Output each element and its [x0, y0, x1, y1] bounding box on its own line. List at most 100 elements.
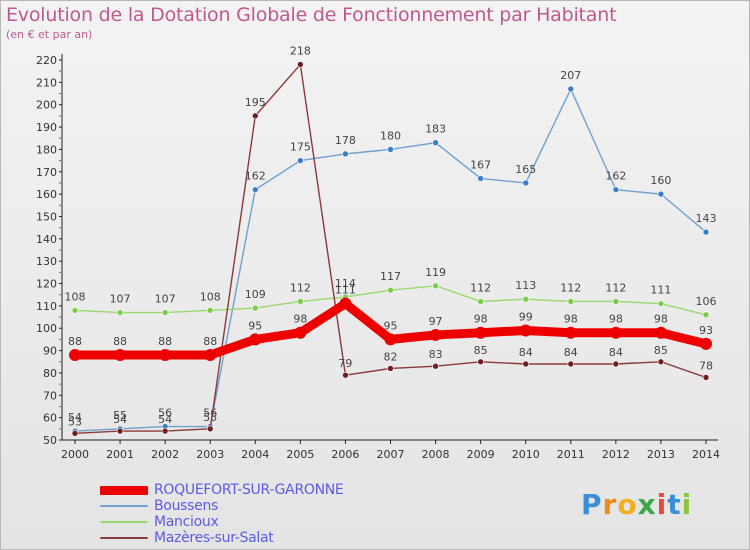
legend-label-mancioux: Mancioux [154, 514, 219, 530]
y-tick-label: 130 [36, 255, 57, 268]
legend-label-boussens: Boussens [154, 498, 219, 514]
y-tick-label: 90 [43, 345, 57, 358]
y-tick-label: 100 [36, 322, 57, 335]
data-label: 84 [609, 346, 623, 359]
logo-letter: P [581, 488, 603, 521]
data-point [657, 300, 665, 307]
data-label: 79 [338, 357, 352, 370]
data-label: 95 [384, 319, 398, 332]
data-label: 55 [203, 411, 217, 424]
x-tick-label: 2000 [61, 448, 89, 461]
legend-swatch-mancioux [100, 521, 148, 523]
legend-item-mazeres: Mazères-sur-Salat [100, 530, 343, 546]
data-label: 162 [605, 170, 626, 183]
data-label: 53 [68, 415, 82, 428]
data-point [69, 349, 81, 362]
data-label: 54 [68, 411, 82, 424]
data-label: 82 [384, 350, 398, 363]
data-point [564, 326, 577, 339]
data-label: 109 [245, 288, 266, 301]
y-tick-label: 50 [43, 434, 57, 447]
data-label: 88 [113, 335, 127, 348]
x-tick-label: 2007 [377, 448, 405, 461]
data-point [339, 297, 352, 310]
x-tick-label: 2003 [196, 448, 224, 461]
data-label: 84 [519, 346, 533, 359]
data-label: 98 [474, 313, 488, 326]
data-point [612, 186, 620, 193]
data-label: 88 [68, 335, 82, 348]
data-point [522, 179, 530, 187]
x-tick-label: 2002 [151, 448, 179, 461]
series-line [74, 63, 707, 434]
data-point [342, 150, 349, 158]
data-label: 112 [290, 281, 311, 294]
x-tick-label: 2013 [647, 448, 675, 461]
data-point [612, 298, 620, 305]
data-label: 98 [293, 313, 307, 326]
data-point [249, 333, 262, 346]
data-point [116, 309, 124, 316]
legend-swatch-mazeres [100, 537, 148, 539]
data-label: 55 [113, 409, 127, 422]
logo-letter: i [681, 488, 693, 521]
data-label: 180 [380, 129, 401, 142]
legend: ROQUEFORT-SUR-GARONNE Boussens Mancioux … [100, 482, 344, 546]
data-point [429, 328, 442, 341]
data-point [71, 429, 79, 437]
y-tick-label: 150 [36, 210, 57, 223]
data-point [700, 337, 712, 350]
data-label: 113 [515, 279, 536, 292]
data-label: 218 [290, 44, 311, 57]
data-label: 107 [110, 293, 131, 306]
data-point [477, 175, 484, 182]
data-label: 54 [158, 413, 172, 426]
data-label: 178 [335, 134, 356, 147]
data-point [206, 425, 214, 433]
data-point [702, 228, 710, 236]
data-label: 165 [515, 163, 536, 176]
logo-letter: o [617, 488, 638, 521]
data-label: 108 [200, 290, 221, 303]
data-point [251, 186, 259, 193]
data-label: 143 [696, 212, 717, 225]
chart-subtitle: (en € et par an) [6, 28, 93, 41]
data-label: 112 [605, 281, 626, 294]
data-label: 78 [699, 359, 713, 372]
data-label: 56 [158, 407, 172, 420]
data-point [71, 307, 79, 314]
data-point [477, 358, 484, 366]
logo-letter: i [656, 488, 668, 521]
logo-letter: x [637, 488, 657, 521]
data-label: 195 [245, 96, 266, 109]
data-point [159, 349, 172, 362]
data-label: 111 [650, 284, 671, 297]
data-label: 117 [380, 270, 401, 283]
y-tick-label: 120 [36, 278, 57, 291]
data-point [387, 286, 394, 294]
data-point [567, 360, 575, 368]
data-label: 162 [245, 170, 266, 183]
y-tick-label: 140 [36, 233, 57, 246]
data-label: 167 [470, 158, 491, 171]
data-label: 207 [560, 69, 581, 82]
data-point [702, 374, 710, 381]
data-point [387, 365, 394, 372]
y-tick-label: 80 [43, 367, 57, 380]
x-tick-label: 2012 [602, 448, 630, 461]
data-point [612, 360, 620, 368]
data-point [204, 349, 217, 362]
y-tick-label: 180 [36, 143, 57, 156]
data-label: 107 [155, 293, 176, 306]
data-label: 160 [650, 174, 671, 187]
legend-item-mancioux: Mancioux [100, 514, 343, 530]
data-point [342, 371, 349, 379]
data-label: 88 [158, 335, 172, 348]
data-label: 88 [203, 335, 217, 348]
data-label: 183 [425, 123, 446, 136]
x-tick-label: 2004 [241, 448, 269, 461]
data-point [474, 326, 487, 339]
x-tick-label: 2008 [422, 448, 450, 461]
